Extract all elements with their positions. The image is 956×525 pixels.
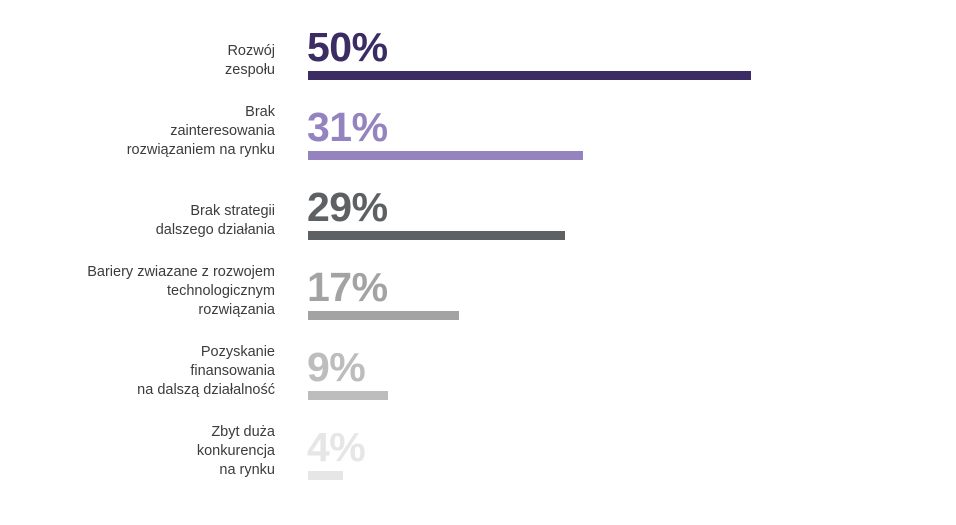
- bar: [308, 151, 583, 160]
- category-label: Rozwój zespołu: [0, 42, 275, 80]
- category-label-line: na dalszą działalność: [137, 382, 275, 398]
- category-label-line: Zbyt duża: [211, 424, 275, 440]
- value-label: 4%: [307, 424, 366, 470]
- category-label-line: finansowania: [190, 363, 275, 379]
- category-label: Brak strategii dalszego działania: [0, 202, 275, 240]
- category-label-line: na rynku: [219, 462, 275, 478]
- chart-row: Pozyskanie finansowania na dalszą działaln…: [0, 342, 956, 412]
- bar: [308, 311, 459, 320]
- value-label: 17%: [307, 264, 388, 310]
- value-label: 31%: [307, 104, 388, 150]
- category-label-line: rozwiązaniem na rynku: [126, 142, 275, 158]
- category-label-line: Bariery zwiazane z rozwojem: [87, 264, 275, 280]
- category-label-line: Pozyskanie: [200, 344, 275, 360]
- category-label-line: dalszego działania: [155, 222, 275, 238]
- category-label: Zbyt duża konkurencja na rynku: [0, 423, 275, 480]
- chart-row: Zbyt duża konkurencja na rynku 4%: [0, 422, 956, 492]
- bar: [308, 471, 343, 480]
- category-label-line: zainteresowania: [170, 123, 275, 139]
- category-label: Bariery zwiazane z rozwojem technologiczn…: [0, 263, 275, 320]
- bar: [308, 391, 388, 400]
- category-label-line: technologicznym: [167, 283, 275, 299]
- chart-row: Brak strategii dalszego działania 29%: [0, 182, 956, 252]
- chart-row: Bariery zwiazane z rozwojem technologiczn…: [0, 262, 956, 332]
- category-label: Pozyskanie finansowania na dalszą działaln…: [0, 343, 275, 400]
- category-label: Brak zainteresowania rozwiązaniem na rynku: [0, 103, 275, 160]
- value-label: 29%: [307, 184, 388, 230]
- category-label-line: konkurencja: [196, 443, 275, 459]
- category-label-line: Brak: [245, 104, 275, 120]
- chart-row: Rozwój zespołu 50%: [0, 22, 956, 92]
- bar: [308, 71, 751, 80]
- bar: [308, 231, 565, 240]
- category-label-line: Rozwój: [227, 43, 275, 59]
- category-label-line: rozwiązania: [198, 302, 275, 318]
- value-label: 9%: [307, 344, 366, 390]
- value-label: 50%: [307, 24, 388, 70]
- category-label-line: zespołu: [225, 62, 275, 78]
- chart-row: Brak zainteresowania rozwiązaniem na rynku…: [0, 102, 956, 172]
- category-label-line: Brak strategii: [190, 203, 275, 219]
